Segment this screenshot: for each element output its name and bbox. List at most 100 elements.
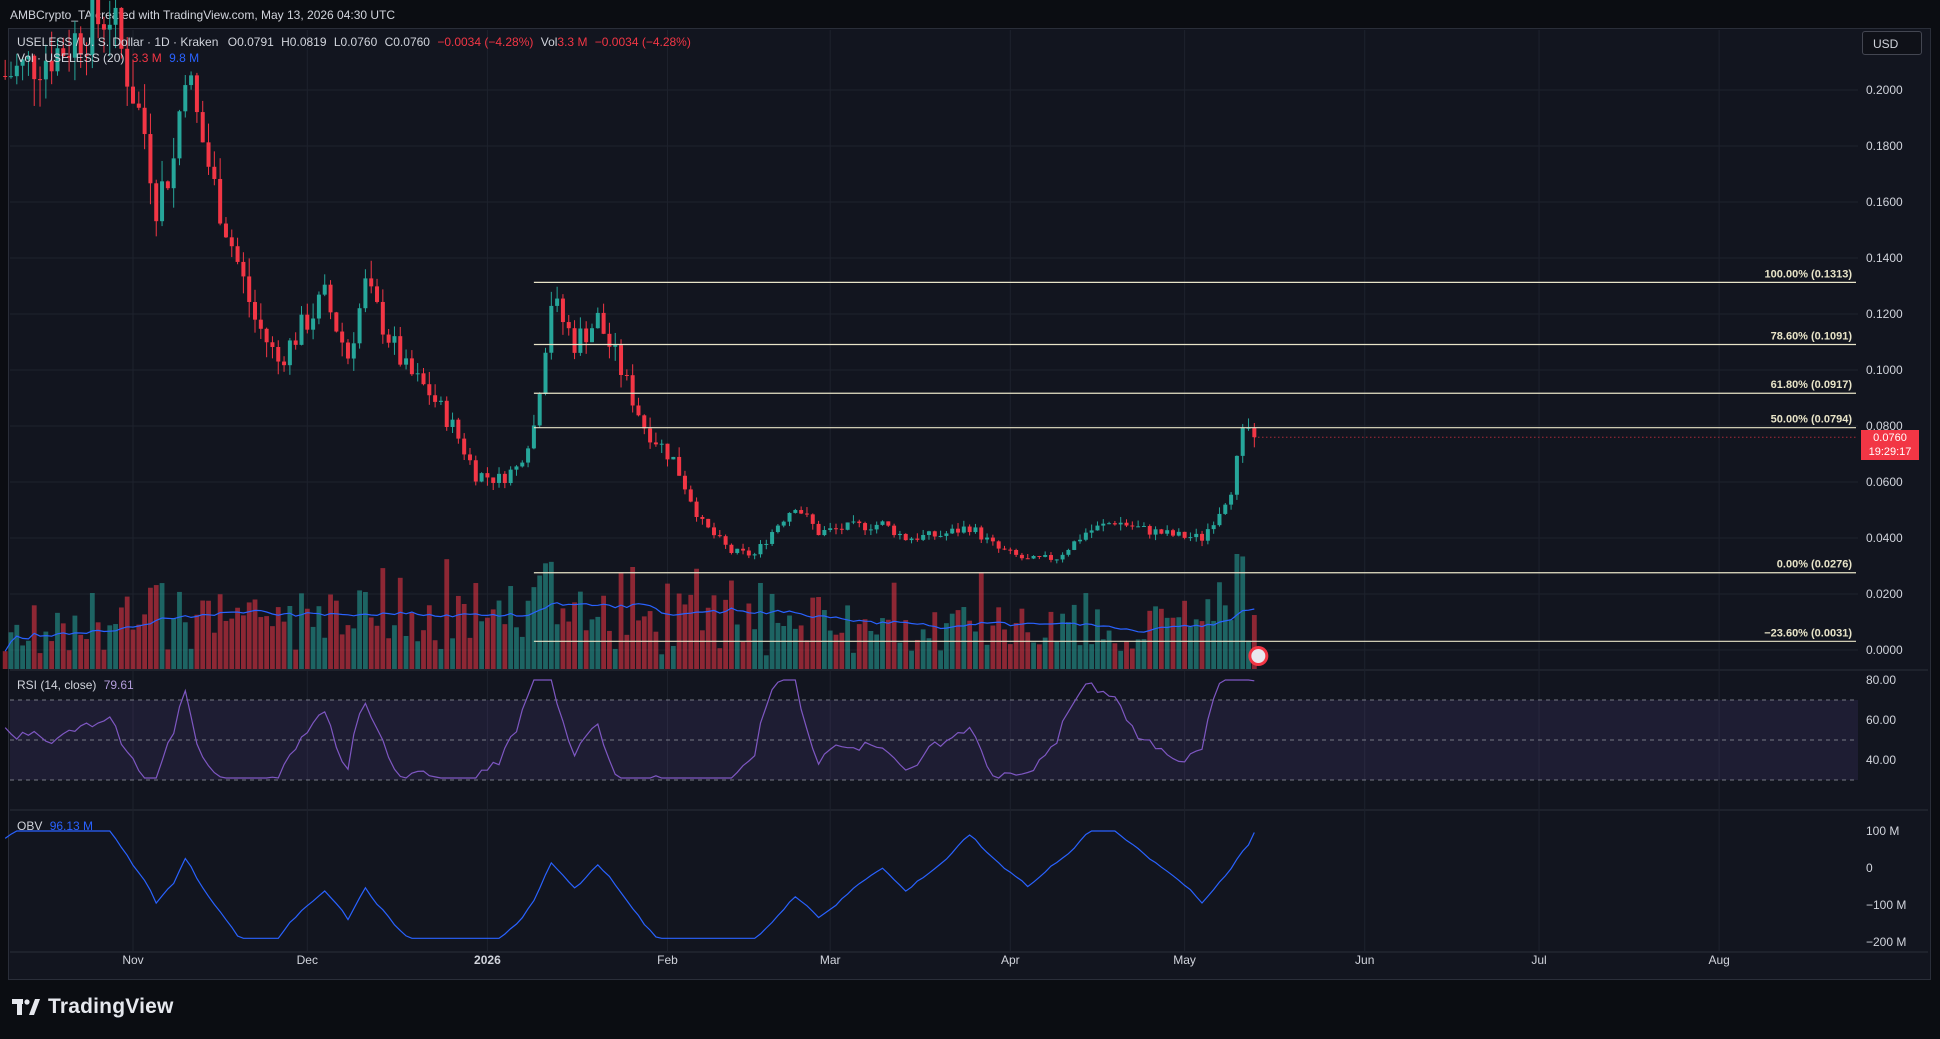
legend-obv-value: 96.13 M — [49, 819, 94, 833]
volume-bar — [217, 594, 223, 669]
fib-level-label: 50.00% (0.0794) — [1771, 414, 1853, 426]
volume-bar — [101, 649, 107, 669]
volume-bar — [1234, 554, 1240, 669]
volume-bar — [851, 652, 856, 669]
candle-body — [444, 400, 449, 427]
candle-body — [125, 48, 130, 87]
volume-bar — [1170, 617, 1176, 669]
volume-bar — [595, 616, 601, 669]
volume-bar — [200, 600, 206, 669]
x-tick-label: Apr — [1001, 953, 1020, 967]
legend-obv: OBV 96.13 M — [17, 819, 93, 833]
candle-body — [1223, 504, 1228, 514]
volume-bar — [1071, 604, 1077, 669]
volume-bar — [333, 600, 339, 669]
volume-bar — [758, 582, 763, 669]
volume-bar — [508, 586, 514, 669]
candle-body — [1002, 548, 1007, 550]
legend-obv-label: OBV — [17, 819, 43, 833]
volume-bar — [885, 619, 891, 669]
rsi-tick-label: 80.00 — [1866, 673, 1896, 687]
volume-bar — [932, 612, 938, 669]
candle-body — [345, 342, 350, 359]
candle-body — [1107, 523, 1112, 525]
volume-bar — [746, 603, 752, 669]
volume-bar — [153, 585, 159, 669]
candle-body — [1136, 526, 1141, 528]
volume-bar — [1141, 639, 1147, 669]
candle-body — [276, 347, 281, 362]
candle-body — [386, 334, 391, 343]
volume-bar — [781, 625, 787, 669]
volume-bar — [636, 620, 641, 669]
candle-body — [932, 531, 937, 537]
candle-body — [781, 521, 786, 526]
candle-body — [1008, 549, 1013, 551]
candle-body — [723, 536, 728, 545]
candle-body — [316, 294, 321, 319]
volume-bar — [397, 577, 403, 669]
volume-bar — [461, 603, 467, 669]
y-tick-label: 0.0800 — [1866, 419, 1903, 433]
volume-bar — [699, 630, 705, 669]
legend-rsi: RSI (14, close) 79.61 — [17, 678, 134, 692]
chart-frame[interactable] — [8, 28, 1931, 980]
candle-body — [804, 513, 809, 515]
x-tick-label: Feb — [657, 953, 678, 967]
candle-body — [549, 305, 554, 353]
volume-bar — [182, 622, 188, 669]
volume-bar — [1164, 617, 1170, 669]
volume-bar — [368, 617, 374, 669]
candle-body — [770, 532, 775, 544]
candle-body — [1031, 555, 1036, 559]
volume-bar — [363, 592, 368, 669]
candle-body — [380, 301, 385, 335]
volume-bar — [1054, 641, 1060, 669]
candle-body — [1112, 523, 1117, 525]
volume-bar — [647, 611, 653, 669]
candle-body — [938, 535, 943, 537]
x-tick-label: Aug — [1708, 953, 1729, 967]
volume-bar — [548, 561, 554, 669]
volume-bar — [670, 645, 676, 669]
volume-bar — [339, 634, 345, 669]
candle-body — [1229, 494, 1234, 505]
candle-body — [961, 526, 966, 533]
volume-bar — [426, 605, 432, 669]
volume-bar — [665, 583, 670, 669]
y-tick-label: 0.1400 — [1866, 251, 1903, 265]
candle-body — [514, 466, 519, 470]
candle-body — [775, 525, 780, 533]
volume-bar — [55, 612, 60, 669]
volume-bar — [130, 629, 136, 669]
x-tick-label: 2026 — [474, 953, 501, 967]
candle-body — [43, 60, 48, 80]
y-tick-label: 0.1600 — [1866, 195, 1903, 209]
volume-bar — [386, 638, 392, 669]
volume-bar — [821, 610, 827, 669]
candle-body — [822, 530, 827, 536]
candle-body — [1170, 530, 1175, 536]
volume-bar — [246, 602, 252, 669]
currency-button[interactable]: USD — [1862, 31, 1922, 55]
volume-bar — [229, 618, 235, 669]
candle-body — [131, 86, 135, 104]
volume-bar — [920, 629, 926, 669]
volume-bar — [1205, 599, 1211, 669]
candle-body — [555, 298, 560, 306]
volume-bar — [612, 648, 618, 669]
volume-bar — [862, 619, 868, 669]
candle-body — [531, 425, 536, 449]
volume-bar — [560, 608, 566, 669]
tradingview-logo[interactable]: TradingView — [12, 995, 174, 1019]
candle-body — [55, 48, 60, 72]
candle-body — [1147, 526, 1152, 535]
volume-bar — [1228, 620, 1234, 669]
volume-bar — [455, 595, 461, 669]
volume-bar — [990, 625, 996, 669]
volume-bar — [293, 649, 299, 669]
candle-body — [613, 345, 618, 347]
candle-body — [212, 166, 217, 179]
candle-body — [334, 312, 339, 332]
